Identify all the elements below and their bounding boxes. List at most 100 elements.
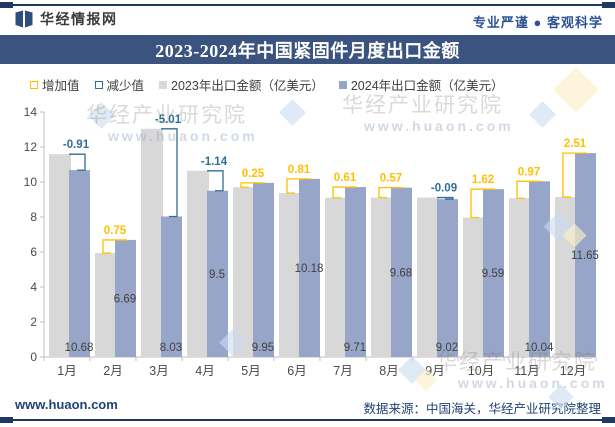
legend-label: 增加值 <box>42 79 80 93</box>
top-accent-rule <box>0 4 615 6</box>
value-label-2024: 9.95 <box>252 342 274 354</box>
bar-2023 <box>417 197 439 357</box>
bottom-accent-rule <box>0 419 615 421</box>
y-tick-label: 10 <box>24 175 38 189</box>
increase-bracket <box>332 186 357 199</box>
x-category-label: 8月 <box>379 364 398 378</box>
bar-2023 <box>187 170 209 357</box>
x-category-label: 11月 <box>514 364 539 378</box>
bar-2023 <box>95 253 117 357</box>
chart-legend: 增加值 减少值 2023年出口金额（亿美元） 2024年出口金额（亿美元） <box>30 75 504 94</box>
x-category-label: 3月 <box>149 364 168 378</box>
bottom-left-cap <box>0 417 13 423</box>
bar-2024 <box>207 190 228 357</box>
footer-data-source: 数据来源：中国海关，华经产业研究院整理 <box>363 402 601 416</box>
bar-2024 <box>161 216 182 357</box>
top-left-cap <box>0 2 13 8</box>
x-category-label: 5月 <box>241 364 260 378</box>
bar-2023 <box>141 128 163 357</box>
series-2024-swatch-icon <box>338 80 347 89</box>
increase-diff-label: 0.61 <box>334 172 357 184</box>
bar-2024 <box>575 153 596 357</box>
increase-bracket <box>378 186 403 199</box>
bar-2024 <box>253 182 274 357</box>
brand: 华经情报网 <box>14 9 118 29</box>
legend-label: 减少值 <box>106 79 145 93</box>
increase-bracket <box>286 178 311 194</box>
decrease-bracket <box>69 153 86 171</box>
y-tick-label: 12 <box>24 140 38 154</box>
increase-diff-label: 0.25 <box>242 168 265 180</box>
increase-bracket <box>102 239 127 254</box>
y-tick-label: 2 <box>30 315 37 329</box>
value-label-2024: 11.65 <box>571 250 599 262</box>
x-category-label: 12月 <box>560 364 586 378</box>
increase-swatch-icon <box>30 80 38 89</box>
bar-2024 <box>345 187 366 357</box>
x-category-label: 6月 <box>287 364 306 378</box>
increase-diff-label: 0.81 <box>288 164 311 176</box>
value-label-2024: 6.69 <box>114 293 136 305</box>
bar-2024 <box>299 178 320 357</box>
legend-item-increase: 增加值 <box>30 75 80 94</box>
bar-2023 <box>463 217 485 357</box>
x-category-label: 2月 <box>103 364 122 378</box>
increase-diff-label: 0.57 <box>380 173 402 185</box>
value-label-2024: 9.68 <box>390 267 412 279</box>
title-bar: 2023-2024年中国紧固件月度出口金额 <box>0 35 615 64</box>
decrease-diff-label: -1.14 <box>201 156 228 168</box>
value-label-2024: 10.04 <box>525 342 554 354</box>
value-label-2024: 9.71 <box>344 342 366 354</box>
bottom-right-cap <box>602 417 615 423</box>
increase-diff-label: 0.97 <box>518 166 540 178</box>
legend-label: 2023年出口金额（亿美元） <box>171 79 324 93</box>
value-label-2024: 10.68 <box>65 342 94 354</box>
bar-2024 <box>69 170 90 357</box>
decrease-diff-label: -5.01 <box>155 114 182 126</box>
bar-2023 <box>325 197 347 357</box>
x-category-label: 4月 <box>195 364 214 378</box>
decrease-diff-label: -0.09 <box>431 183 457 195</box>
huaon-logo-icon <box>15 10 33 28</box>
decrease-swatch-icon <box>94 80 103 89</box>
increase-bracket <box>516 180 541 199</box>
series-2023-swatch-icon <box>159 80 168 89</box>
y-tick-label: 6 <box>30 245 37 259</box>
bar-2024 <box>529 181 550 357</box>
bar-2024 <box>115 239 136 357</box>
decrease-bracket <box>207 170 224 192</box>
header-motto: 专业严谨 ● 客观科学 <box>472 15 603 30</box>
x-category-label: 10月 <box>468 364 494 378</box>
bar-2023 <box>49 154 71 357</box>
bar-2024 <box>437 199 458 357</box>
value-label-2024: 9.59 <box>482 268 504 280</box>
y-tick-label: 14 <box>24 105 38 119</box>
x-category-label: 1月 <box>57 364 76 378</box>
value-label-2024: 8.03 <box>160 342 182 354</box>
bar-2023 <box>233 187 255 357</box>
value-label-2024: 10.18 <box>295 263 324 275</box>
footer-site-url: www.huaon.com <box>15 397 118 412</box>
brand-name: 华经情报网 <box>40 11 118 27</box>
value-label-2024: 9.5 <box>209 269 225 281</box>
legend-item-decrease: 减少值 <box>94 75 145 94</box>
value-label-2024: 9.02 <box>436 342 458 354</box>
decrease-bracket <box>161 128 178 218</box>
y-tick-label: 4 <box>30 280 37 294</box>
increase-diff-label: 2.51 <box>564 138 587 150</box>
bar-2024 <box>483 189 504 357</box>
increase-diff-label: 0.75 <box>104 225 127 237</box>
decrease-bracket <box>437 196 454 200</box>
top-right-cap <box>602 2 615 8</box>
legend-label: 2024年出口金额（亿美元） <box>350 79 504 93</box>
bar-2023 <box>279 193 301 357</box>
y-tick-label: 0 <box>30 350 37 364</box>
legend-item-2023: 2023年出口金额（亿美元） <box>159 75 324 94</box>
y-tick-label: 8 <box>30 210 37 224</box>
increase-bracket <box>240 182 265 188</box>
decrease-diff-label: -0.91 <box>63 139 90 151</box>
bar-2023 <box>371 197 393 357</box>
bar-2024 <box>391 187 412 357</box>
